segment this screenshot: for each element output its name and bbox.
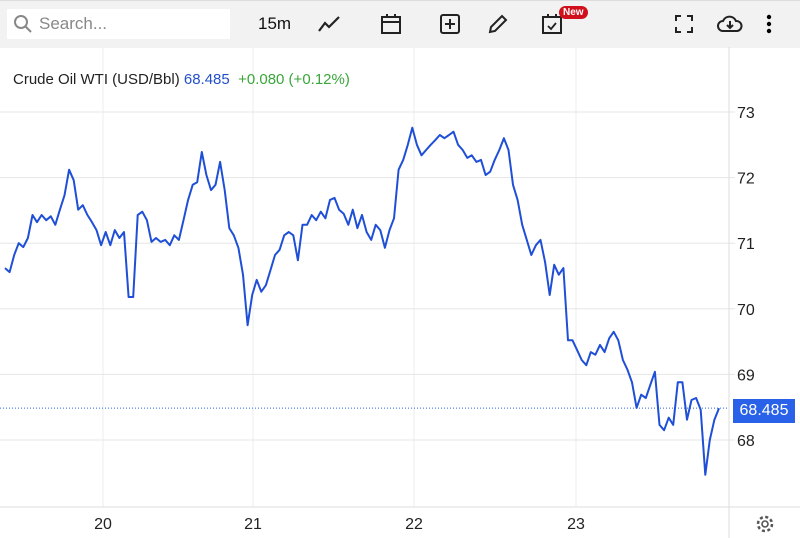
price-chart[interactable]: 73 72 71 70 69 68 20 21 22 23: [0, 47, 800, 538]
cloud-download-icon[interactable]: [717, 11, 743, 37]
y-tick-label: 73: [737, 105, 755, 122]
last-price: 68.485: [183, 71, 230, 88]
fullscreen-icon[interactable]: [673, 11, 695, 37]
calendar-check-icon[interactable]: [541, 11, 563, 37]
calendar-icon[interactable]: [380, 11, 402, 37]
y-tick-label: 68: [737, 433, 755, 450]
x-tick-label: 20: [94, 516, 112, 533]
y-tick-label: 71: [737, 236, 755, 253]
search-placeholder: Search...: [39, 14, 108, 33]
y-tick-label: 70: [737, 302, 755, 319]
y-tick-label: 69: [737, 367, 755, 384]
last-price-tag: 68.485: [733, 399, 795, 423]
add-indicator-icon[interactable]: [439, 11, 461, 37]
gear-icon[interactable]: [755, 514, 775, 534]
search-icon: [14, 15, 32, 33]
x-tick-label: 22: [405, 516, 423, 533]
y-tick-label: 72: [737, 171, 755, 188]
toolbar: Search... 15m New: [0, 0, 800, 48]
price-change: +0.080 (+0.12%): [238, 71, 350, 88]
instrument-title: Crude Oil WTI (USD/Bbl): [13, 71, 180, 88]
chart-legend: Crude Oil WTI (USD/Bbl) 68.485 +0.080 (+…: [13, 71, 350, 88]
new-badge: New: [559, 6, 588, 19]
x-tick-label: 21: [244, 516, 262, 533]
more-vert-icon[interactable]: [765, 11, 773, 37]
pencil-icon[interactable]: [487, 11, 509, 37]
interval-button[interactable]: 15m: [258, 14, 292, 33]
price-series-line: [4, 126, 720, 476]
x-tick-label: 23: [567, 516, 585, 533]
search-input[interactable]: Search...: [7, 9, 230, 39]
line-chart-icon[interactable]: [317, 11, 341, 37]
